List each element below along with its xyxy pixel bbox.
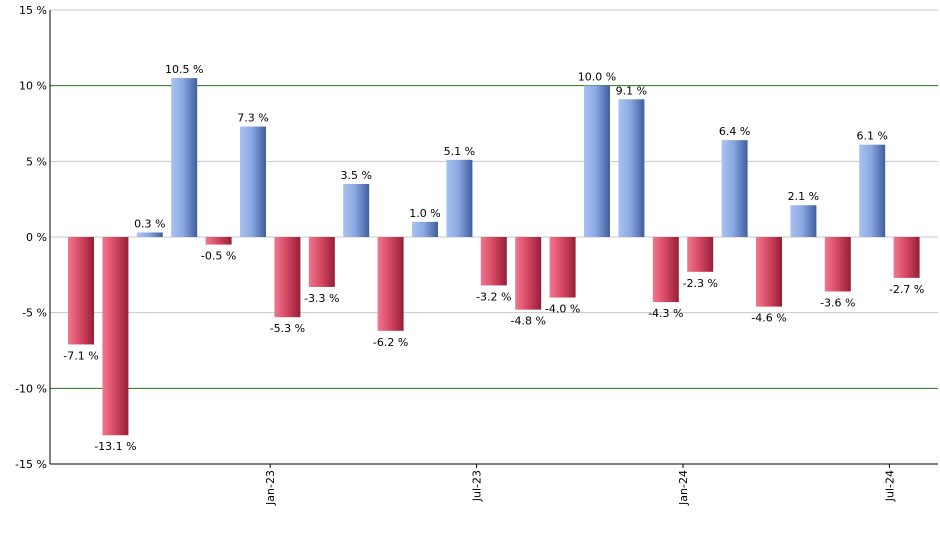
- bar-value-label: -0.5 %: [201, 250, 236, 263]
- bar-negative: [824, 237, 851, 292]
- bar-value-label: 6.4 %: [719, 125, 750, 138]
- bar-value-label: -4.0 %: [545, 303, 580, 316]
- bar-value-labels: -7.1 % -13.1 % 0.3 % 10.5 % -0.5 % 7.3 % -5.3 …: [63, 63, 924, 453]
- y-tick-label: -5 %: [22, 307, 47, 320]
- bar-value-label: 7.3 %: [237, 112, 268, 125]
- bar-negative: [480, 237, 507, 286]
- bar-value-label: -4.6 %: [751, 312, 786, 325]
- bars: [68, 78, 920, 436]
- bar-positive: [171, 78, 198, 237]
- bar-negative: [687, 237, 714, 272]
- x-tick-label: Jan-24: [677, 470, 690, 506]
- x-axis-tick-labels: Jan-23 Jul-23 Jan-24 Jul-24: [264, 470, 896, 506]
- bar-positive: [412, 221, 438, 237]
- bar-value-label: -3.2 %: [476, 290, 511, 303]
- bar-value-label: 0.3 %: [134, 217, 165, 230]
- bar-value-label: -3.3 %: [304, 292, 339, 305]
- x-tick-label: Jan-23: [264, 470, 277, 506]
- y-tick-label: 10 %: [19, 80, 47, 93]
- bar-negative: [68, 237, 94, 345]
- bar-value-label: -4.3 %: [648, 307, 683, 320]
- bar-negative: [893, 237, 920, 278]
- y-tick-label: 15 %: [19, 4, 47, 17]
- bar-value-label: 10.0 %: [578, 71, 616, 84]
- bar-positive: [859, 144, 886, 237]
- x-tick-label: Jul-24: [883, 470, 896, 502]
- bar-negative: [274, 237, 301, 318]
- bar-value-label: 3.5 %: [340, 169, 371, 182]
- bar-value-label: -2.7 %: [889, 283, 924, 296]
- bar-value-label: 9.1 %: [616, 84, 647, 97]
- bar-value-label: -3.6 %: [820, 296, 855, 309]
- bar-value-label: 10.5 %: [165, 63, 203, 76]
- axes: [49, 10, 938, 468]
- bar-value-label: -2.3 %: [682, 277, 717, 290]
- bar-positive: [790, 205, 817, 237]
- y-tick-label: -15 %: [15, 458, 47, 471]
- bar-value-label: 1.0 %: [409, 207, 440, 220]
- bar-positive: [584, 85, 610, 238]
- bar-negative: [515, 237, 542, 310]
- bar-positive: [446, 159, 473, 237]
- y-tick-label: -10 %: [15, 382, 47, 395]
- bar-positive: [343, 184, 370, 237]
- bar-value-label: -6.2 %: [373, 336, 408, 349]
- bar-negative: [652, 237, 679, 303]
- bar-positive: [136, 232, 163, 237]
- bar-value-label: -13.1 %: [94, 440, 136, 453]
- bar-positive: [240, 126, 266, 237]
- bar-negative: [756, 237, 782, 307]
- bar-negative: [377, 237, 404, 331]
- bar-value-label: 6.1 %: [856, 130, 887, 143]
- bar-negative: [102, 237, 129, 436]
- bar-negative: [205, 237, 232, 245]
- bar-positive: [618, 99, 645, 237]
- bar-value-label: 2.1 %: [788, 190, 819, 203]
- bar-value-label: -7.1 %: [63, 349, 98, 362]
- bar-positive: [721, 140, 748, 237]
- y-tick-label: 0 %: [26, 231, 47, 244]
- x-tick-label: Jul-23: [471, 470, 484, 502]
- y-tick-label: 5 %: [26, 155, 47, 168]
- bar-negative: [308, 237, 335, 287]
- y-axis-tick-labels: 15 % 10 % 5 % 0 % -5 % -10 % -15 %: [15, 4, 47, 471]
- bar-value-label: 5.1 %: [444, 145, 475, 158]
- bar-negative: [549, 237, 576, 298]
- bar-value-label: -4.8 %: [510, 315, 545, 328]
- bar-value-label: -5.3 %: [270, 322, 305, 335]
